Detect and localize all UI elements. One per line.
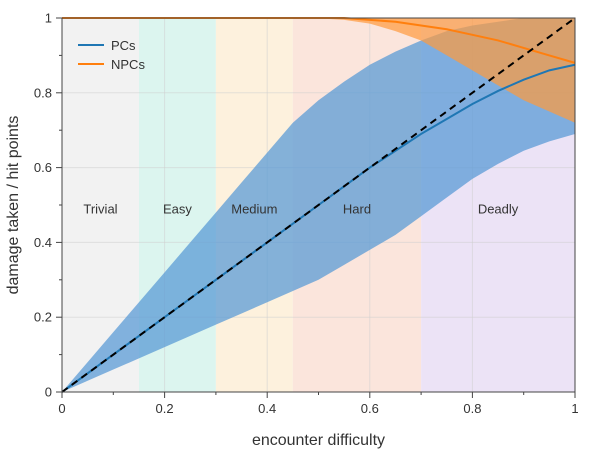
y-tick-label-1: 1 — [45, 11, 52, 26]
band-label-trivial: Trivial — [83, 202, 117, 217]
legend-label-pcs: PCs — [111, 38, 136, 53]
y-tick-label-0.4: 0.4 — [34, 235, 52, 250]
reference-line-group — [61, 17, 576, 393]
x-axis-title: encounter difficulty — [252, 432, 385, 449]
band-labels: Trivial Easy Medium Hard Deadly — [83, 202, 518, 217]
y-tick-label-0.8: 0.8 — [34, 85, 52, 100]
x-tick-label-0.8: 0.8 — [463, 401, 481, 416]
y-tick-label-0: 0 — [45, 385, 52, 400]
y-axis-title: damage taken / hit points — [5, 116, 22, 295]
band-label-deadly: Deadly — [478, 202, 519, 217]
x-tick-label-0.4: 0.4 — [258, 401, 276, 416]
x-tick-label-0.6: 0.6 — [361, 401, 379, 416]
x-tick-label-1: 1 — [571, 401, 578, 416]
y-tick-label-0.6: 0.6 — [34, 160, 52, 175]
x-tick-label-0: 0 — [58, 401, 65, 416]
legend: PCs NPCs — [78, 38, 145, 72]
area-npcs — [62, 18, 575, 123]
y-tick-label-0.2: 0.2 — [34, 310, 52, 325]
band-label-medium: Medium — [231, 202, 277, 217]
reference-line — [61, 17, 576, 393]
band-label-easy: Easy — [163, 202, 192, 217]
legend-label-npcs: NPCs — [111, 57, 145, 72]
axis-ticks: 0 0.2 0.4 0.6 0.8 1 0 0.2 0.4 0.6 0.8 1 — [34, 11, 579, 417]
band-label-hard: Hard — [343, 202, 371, 217]
x-tick-label-0.2: 0.2 — [156, 401, 174, 416]
